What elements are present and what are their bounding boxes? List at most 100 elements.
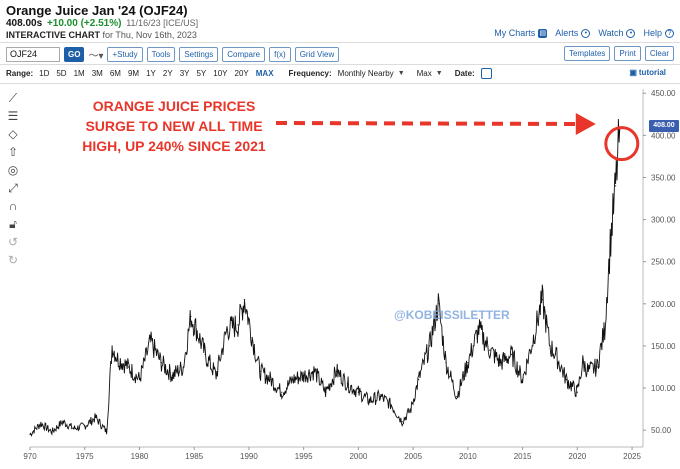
data-point bbox=[171, 374, 173, 376]
data-point bbox=[541, 298, 543, 301]
chevron-down-icon[interactable]: ▼ bbox=[435, 69, 443, 77]
y-tick-label: 450.00 bbox=[651, 89, 676, 98]
range-option[interactable]: 3Y bbox=[179, 68, 190, 78]
target-tool-icon[interactable]: ◎ bbox=[7, 163, 19, 177]
chevron-down-icon[interactable]: ▼ bbox=[397, 69, 405, 77]
watch-link[interactable]: Watch • bbox=[598, 28, 636, 38]
data-point bbox=[182, 366, 184, 368]
data-point bbox=[324, 391, 327, 393]
x-tick-label: 1990 bbox=[240, 452, 258, 461]
x-tick-label: 2025 bbox=[623, 452, 641, 461]
video-icon: ▣ bbox=[629, 68, 637, 77]
fibonacci-icon[interactable]: ☰ bbox=[7, 109, 19, 123]
range-option[interactable]: 1D bbox=[39, 68, 50, 78]
data-point bbox=[314, 370, 316, 372]
data-point bbox=[549, 345, 551, 347]
grid-view-button[interactable]: Grid View bbox=[294, 46, 340, 62]
calendar-icon[interactable] bbox=[480, 67, 492, 79]
range-option[interactable]: 10Y bbox=[213, 68, 228, 78]
range-option[interactable]: 3M bbox=[91, 68, 103, 78]
my-charts-link[interactable]: My Charts ▤ bbox=[494, 28, 548, 38]
data-point bbox=[195, 328, 197, 330]
chart-type-icon[interactable]: 〜▾ bbox=[88, 50, 104, 62]
x-tick-label: 2000 bbox=[349, 452, 367, 461]
top-links: My Charts ▤ Alerts • Watch • Help ? bbox=[494, 28, 674, 38]
aggregation-select[interactable]: Max bbox=[416, 68, 432, 78]
data-point bbox=[335, 370, 338, 372]
range-option[interactable]: 1M bbox=[73, 68, 85, 78]
data-point bbox=[437, 303, 439, 305]
data-point bbox=[609, 244, 611, 246]
chart-label: INTERACTIVE CHART bbox=[6, 30, 100, 40]
chart-toolbar: GO 〜▾ +Study Tools Settings Compare f(x)… bbox=[6, 46, 340, 62]
bell-icon: • bbox=[581, 28, 591, 38]
clear-button[interactable]: Clear bbox=[644, 46, 674, 61]
templates-button[interactable]: Templates bbox=[563, 46, 611, 61]
my-charts-label: My Charts bbox=[494, 28, 536, 38]
chart-subtitle: INTERACTIVE CHART for Thu, Nov 16th, 202… bbox=[6, 30, 197, 40]
data-point bbox=[346, 383, 349, 385]
tutorial-link[interactable]: ▣ tutorial bbox=[629, 68, 666, 77]
data-point bbox=[467, 362, 469, 364]
data-point bbox=[445, 362, 447, 364]
quote-meta: 11/16/23 [ICE/US] bbox=[126, 18, 199, 28]
range-option[interactable]: 20Y bbox=[234, 68, 249, 78]
x-tick-label: 2020 bbox=[568, 452, 586, 461]
highlight-circle bbox=[604, 126, 640, 162]
data-point bbox=[127, 366, 130, 368]
range-option[interactable]: 5Y bbox=[196, 68, 207, 78]
data-point bbox=[106, 431, 108, 433]
data-point bbox=[401, 421, 403, 423]
alerts-link[interactable]: Alerts • bbox=[555, 28, 591, 38]
range-option-selected[interactable]: MAX bbox=[255, 68, 274, 78]
range-option[interactable]: 1Y bbox=[146, 68, 156, 78]
shape-tool-icon[interactable]: ◇ bbox=[8, 127, 18, 141]
symbol-input[interactable] bbox=[6, 46, 60, 62]
data-point bbox=[587, 370, 589, 372]
annotation-line-2: SURGE TO NEW ALL TIME bbox=[85, 118, 263, 134]
redo-icon[interactable]: ↻ bbox=[7, 253, 19, 267]
date-label: Date: bbox=[454, 68, 475, 78]
current-price-tag: 408.00 bbox=[649, 120, 679, 132]
data-point bbox=[428, 345, 431, 347]
data-point bbox=[532, 336, 535, 339]
measure-tool-icon[interactable]: ⤢ bbox=[8, 181, 18, 195]
x-tick-label: 970 bbox=[23, 452, 37, 461]
settings-button[interactable]: Settings bbox=[179, 46, 219, 62]
data-point bbox=[303, 374, 305, 376]
frequency-select[interactable]: Monthly Nearby bbox=[337, 68, 394, 78]
range-option[interactable]: 6M bbox=[109, 68, 121, 78]
print-button[interactable]: Print bbox=[614, 46, 641, 61]
data-point bbox=[417, 379, 420, 381]
watermark: @KOBEISSILETTER bbox=[394, 308, 510, 322]
range-option[interactable]: 5D bbox=[56, 68, 67, 78]
data-point bbox=[456, 395, 458, 398]
undo-icon[interactable]: ↺ bbox=[7, 235, 19, 249]
data-point bbox=[596, 366, 598, 368]
price-chart[interactable]: 50.00 100.00 150.00 200.00 250.00 300.00 350.0… bbox=[0, 85, 680, 469]
compare-button[interactable]: Compare bbox=[222, 46, 266, 62]
tools-button[interactable]: Tools bbox=[146, 46, 176, 62]
line-tool-icon[interactable]: ⟋ bbox=[8, 91, 18, 105]
lock-icon[interactable]: 🔓︎ bbox=[9, 217, 17, 231]
data-point bbox=[390, 404, 392, 406]
y-tick-label: 150.00 bbox=[651, 342, 676, 351]
range-option[interactable]: 9M bbox=[127, 68, 140, 78]
data-point bbox=[138, 379, 141, 381]
y-tick-label: 50.00 bbox=[651, 426, 672, 435]
fx-button[interactable]: f(x) bbox=[269, 46, 291, 62]
magnet-icon[interactable]: ∩ bbox=[8, 199, 18, 213]
go-button[interactable]: GO bbox=[64, 46, 85, 62]
data-point bbox=[565, 379, 567, 381]
data-point bbox=[160, 362, 162, 364]
data-point bbox=[62, 421, 64, 423]
help-link[interactable]: Help ? bbox=[643, 28, 674, 38]
data-point bbox=[84, 425, 86, 427]
range-option[interactable]: 2Y bbox=[162, 68, 173, 78]
quote-line: 408.00s +10.00 (+2.51%) 11/16/23 [ICE/US… bbox=[6, 18, 198, 29]
annotation-text: ORANGE JUICE PRICES SURGE TO NEW ALL TIM… bbox=[62, 96, 286, 156]
study-button[interactable]: +Study bbox=[107, 46, 143, 62]
data-point bbox=[489, 349, 491, 351]
arrow-tool-icon[interactable]: ⇧ bbox=[7, 145, 19, 159]
data-point bbox=[576, 391, 578, 393]
